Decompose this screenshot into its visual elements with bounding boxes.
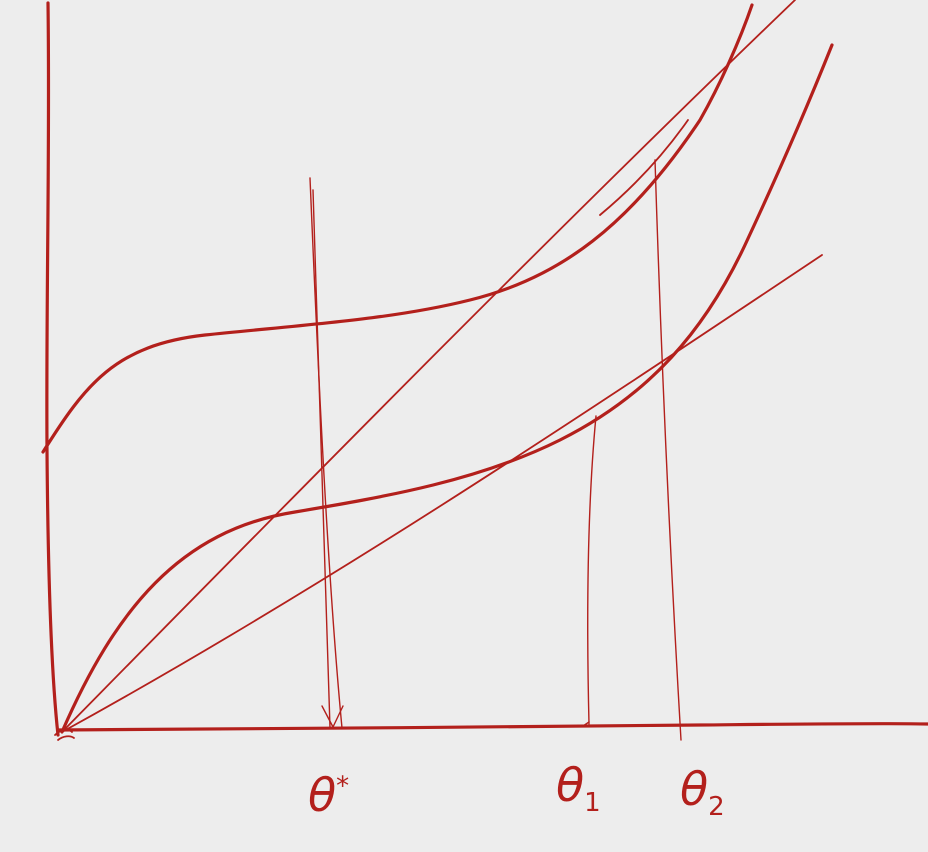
theta-star-drop-line-back (312, 189, 331, 729)
theta-1-label: θ1 (556, 758, 601, 819)
theta-2-drop-line (654, 159, 682, 741)
steep-line-from-origin (61, 0, 796, 733)
tangent-stroke (599, 119, 689, 216)
shallow-line-from-origin (61, 254, 823, 733)
theta-star-label: θ* (308, 768, 350, 822)
theta-star-drop-line (309, 177, 343, 729)
theta-2-label: θ2 (680, 762, 725, 823)
theta-star-arrow (321, 705, 344, 728)
origin-mark (54, 728, 75, 741)
upper-cubic-curve (41, 3, 754, 454)
x-axis (56, 721, 928, 732)
theta-1-drop-line (586, 415, 597, 725)
theta-1-drop-line-tail (582, 721, 590, 727)
lower-cubic-curve (60, 43, 834, 734)
y-axis (45, 1, 60, 737)
